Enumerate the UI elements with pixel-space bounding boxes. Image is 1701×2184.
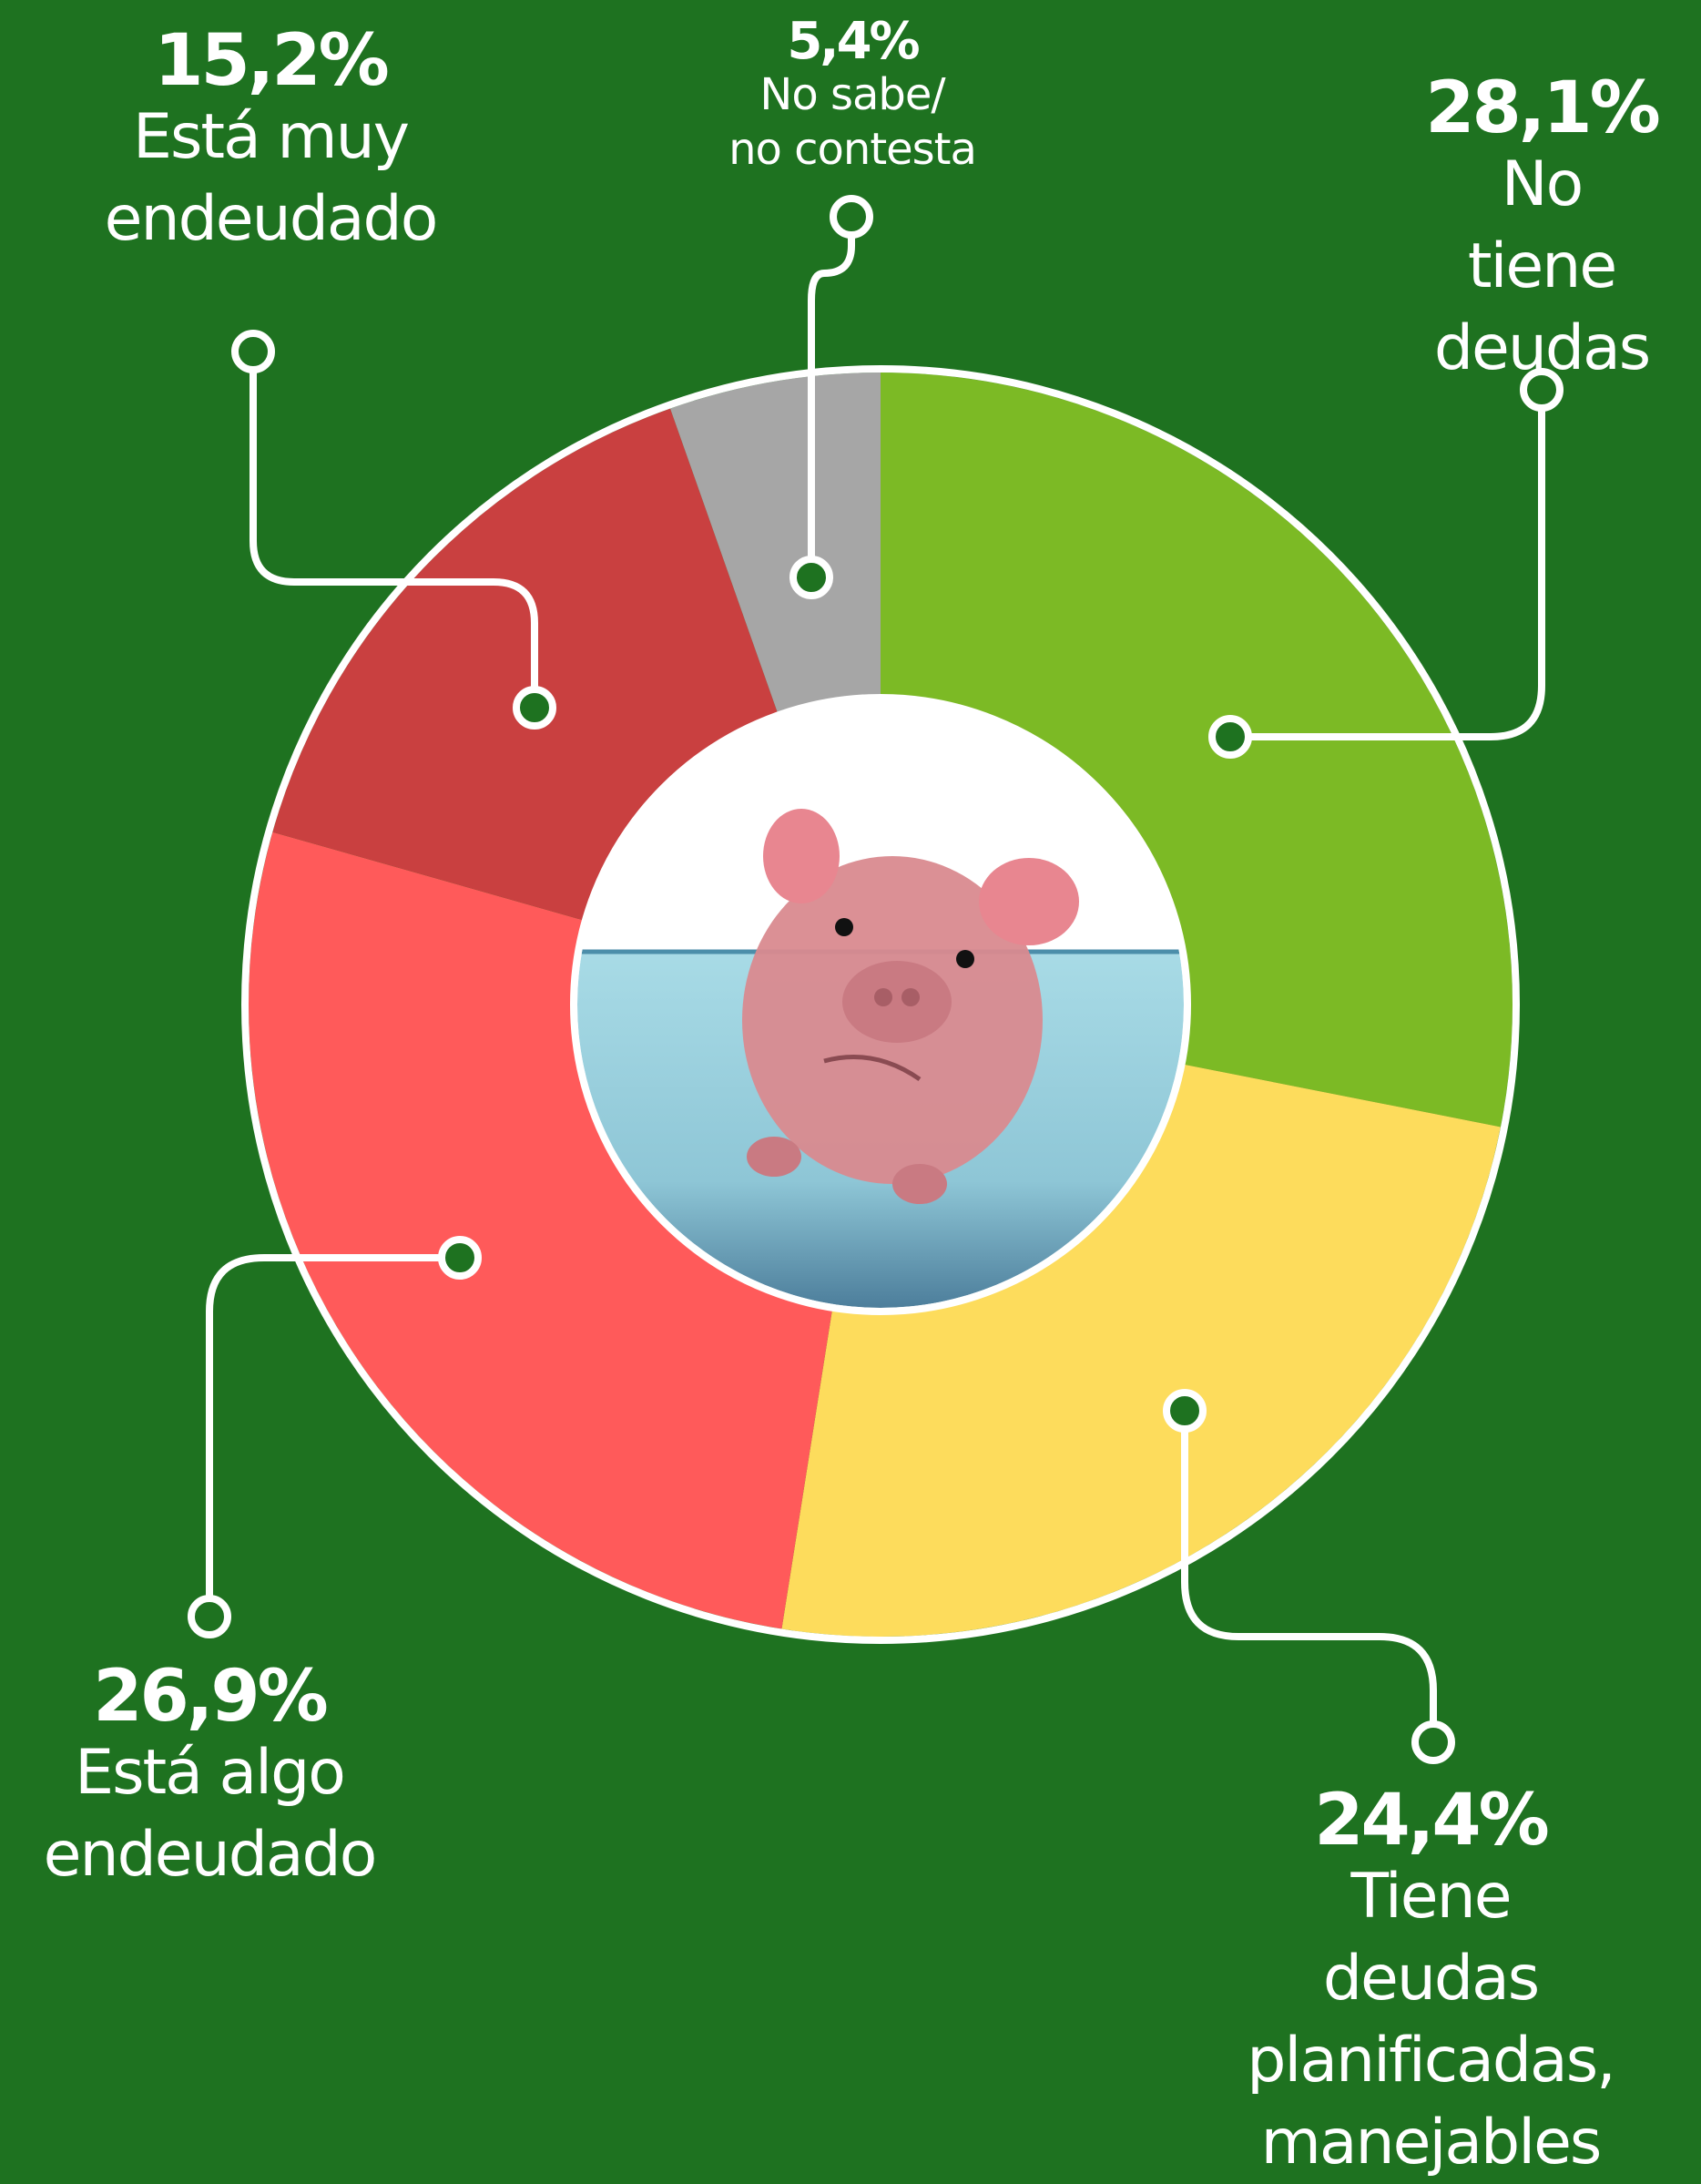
- wedge: [272, 408, 779, 922]
- center-illustration: [577, 809, 1184, 1308]
- dot: [1163, 1389, 1207, 1433]
- slice-label: 15,2% Está muy endeudado: [104, 20, 439, 260]
- category-label: Está algo endeudado: [43, 1737, 378, 1891]
- slice-label: 5,4% No sabe/ no contesta: [728, 12, 977, 177]
- category-label: No sabe/ no contesta: [728, 69, 977, 175]
- dot: [438, 1236, 482, 1280]
- value-label: 5,4%: [787, 12, 920, 71]
- wedges: [248, 373, 1513, 1637]
- value-label: 26,9%: [93, 1656, 329, 1738]
- slice-label: 24,4% Tiene deudas planificadas, manejabl…: [1247, 1780, 1615, 2184]
- dot: [1520, 368, 1563, 412]
- category-label: Está muy endeudado: [104, 101, 439, 255]
- connector: [808, 217, 855, 577]
- category-label: Tiene deudas planificadas, manejables: [1247, 1861, 1615, 2179]
- center-ring: [570, 694, 1191, 1315]
- outer-ring: [241, 365, 1520, 1644]
- connectors: [206, 217, 1545, 1742]
- wedge: [670, 373, 881, 716]
- dot: [830, 195, 873, 239]
- wedge: [248, 832, 833, 1629]
- category-label: No tiene deudas: [1433, 148, 1651, 384]
- chart: [188, 195, 1563, 1764]
- dot: [1411, 1720, 1455, 1764]
- dot: [1208, 715, 1252, 759]
- connector: [1181, 1411, 1437, 1742]
- dot: [231, 330, 275, 373]
- wedge: [781, 1064, 1501, 1637]
- value-label: 28,1%: [1425, 67, 1661, 149]
- dot: [188, 1595, 231, 1638]
- dot: [513, 686, 556, 730]
- page: {"chart_data": {"type": "donut", "catego…: [43, 12, 1661, 2179]
- connector: [1230, 390, 1545, 740]
- slice-label: 28,1% No tiene deudas: [1425, 67, 1661, 390]
- connector: [206, 1254, 460, 1617]
- value-label: 24,4%: [1314, 1780, 1550, 1862]
- wedge: [881, 373, 1513, 1128]
- connector: [250, 352, 538, 708]
- value-label: 15,2%: [154, 20, 390, 102]
- dot: [789, 556, 833, 599]
- connector-dots: [188, 195, 1563, 1764]
- slice-label: 26,9% Está algo endeudado: [43, 1656, 378, 1896]
